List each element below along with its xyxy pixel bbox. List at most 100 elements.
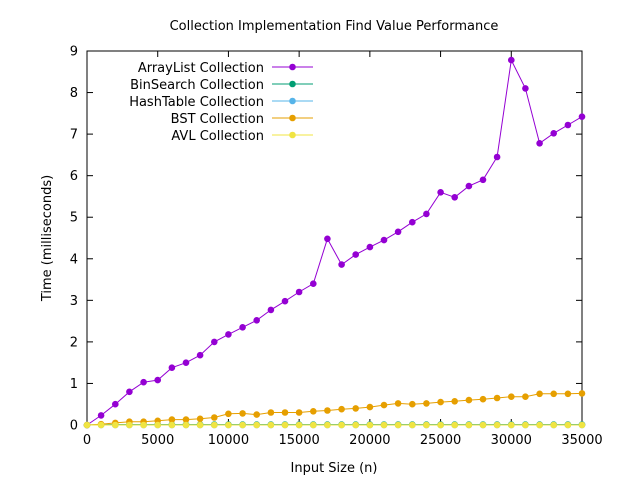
- data-point: [225, 422, 232, 429]
- legend-marker: [289, 115, 296, 122]
- data-point: [409, 422, 416, 429]
- x-tick-label: 10000: [208, 433, 249, 448]
- data-point: [296, 409, 303, 416]
- data-point: [197, 352, 204, 359]
- data-point: [197, 416, 204, 423]
- data-point: [395, 229, 402, 236]
- data-point: [296, 422, 303, 429]
- data-point: [338, 422, 345, 429]
- legend-label: AVL Collection: [171, 129, 264, 144]
- data-point: [451, 398, 458, 405]
- data-point: [239, 422, 246, 429]
- legend-label: ArrayList Collection: [138, 61, 264, 76]
- data-point: [268, 409, 275, 416]
- data-point: [126, 389, 133, 396]
- data-point: [140, 422, 147, 429]
- data-point: [395, 400, 402, 407]
- data-point: [197, 422, 204, 429]
- x-tick-label: 15000: [278, 433, 319, 448]
- data-point: [268, 307, 275, 314]
- data-point: [98, 412, 105, 419]
- data-point: [112, 401, 119, 408]
- data-point: [451, 422, 458, 429]
- data-point: [565, 422, 572, 429]
- data-point: [381, 402, 388, 409]
- data-point: [480, 177, 487, 184]
- data-point: [239, 410, 246, 417]
- data-point: [381, 422, 388, 429]
- data-point: [338, 261, 345, 268]
- y-tick-label: 9: [70, 45, 78, 60]
- data-point: [536, 391, 543, 398]
- data-point: [225, 331, 232, 338]
- data-point: [494, 395, 501, 402]
- data-point: [282, 409, 289, 416]
- y-tick-label: 3: [70, 294, 78, 309]
- y-tick-label: 7: [70, 128, 78, 143]
- data-point: [466, 397, 473, 404]
- data-point: [310, 280, 317, 287]
- x-tick-label: 20000: [349, 433, 390, 448]
- data-point: [508, 393, 515, 400]
- data-point: [183, 422, 190, 429]
- series-line: [87, 393, 582, 425]
- legend-marker: [289, 81, 296, 88]
- data-point: [409, 401, 416, 408]
- data-point: [84, 422, 91, 429]
- data-point: [550, 130, 557, 137]
- data-point: [367, 422, 374, 429]
- data-point: [239, 324, 246, 331]
- y-tick-label: 2: [70, 335, 78, 350]
- data-point: [437, 422, 444, 429]
- data-point: [409, 219, 416, 226]
- data-point: [183, 359, 190, 366]
- data-point: [579, 390, 586, 397]
- data-point: [310, 422, 317, 429]
- data-point: [324, 407, 331, 414]
- data-point: [508, 57, 515, 64]
- data-point: [423, 422, 430, 429]
- x-tick-label: 5000: [141, 433, 174, 448]
- data-point: [352, 251, 359, 258]
- data-point: [253, 422, 260, 429]
- y-tick-label: 1: [70, 377, 78, 392]
- data-point: [282, 422, 289, 429]
- data-point: [508, 422, 515, 429]
- data-point: [211, 339, 218, 346]
- data-point: [211, 414, 218, 421]
- y-tick-label: 4: [70, 252, 78, 267]
- data-point: [154, 377, 161, 384]
- legend-label: BST Collection: [171, 112, 264, 127]
- data-point: [536, 422, 543, 429]
- data-point: [565, 122, 572, 129]
- data-point: [522, 393, 529, 400]
- data-point: [579, 113, 586, 120]
- data-point: [169, 364, 176, 371]
- y-axis-label: Time (milliseconds): [40, 175, 55, 302]
- x-tick-label: 25000: [420, 433, 461, 448]
- data-point: [494, 154, 501, 161]
- y-tick-label: 6: [70, 169, 78, 184]
- data-point: [437, 189, 444, 196]
- legend-marker: [289, 64, 296, 71]
- data-point: [466, 183, 473, 190]
- data-point: [310, 408, 317, 415]
- data-point: [352, 422, 359, 429]
- data-point: [423, 211, 430, 218]
- data-point: [423, 400, 430, 407]
- data-point: [466, 422, 473, 429]
- data-point: [522, 85, 529, 92]
- data-point: [381, 237, 388, 244]
- data-point: [522, 422, 529, 429]
- data-point: [395, 422, 402, 429]
- legend-marker: [289, 98, 296, 105]
- data-point: [579, 422, 586, 429]
- data-point: [126, 422, 133, 429]
- legend-label: BinSearch Collection: [130, 78, 264, 93]
- y-tick-label: 8: [70, 86, 78, 101]
- data-point: [550, 391, 557, 398]
- data-point: [211, 422, 218, 429]
- data-point: [253, 317, 260, 324]
- data-point: [480, 396, 487, 403]
